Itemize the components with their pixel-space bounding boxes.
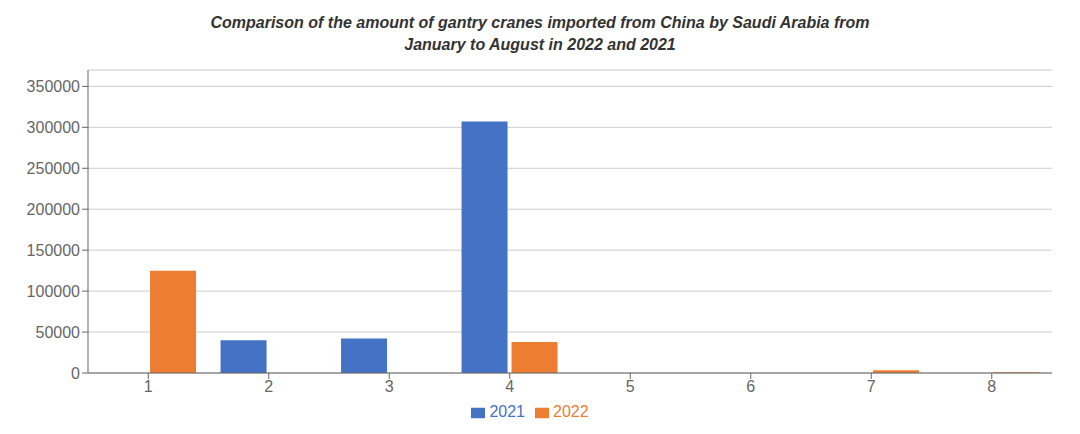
svg-text:2: 2 xyxy=(264,378,273,395)
html-text:2021: 2021 xyxy=(489,403,525,420)
svg-text:4: 4 xyxy=(505,378,514,395)
svg-text:100000: 100000 xyxy=(27,283,80,300)
svg-text:200000: 200000 xyxy=(27,201,80,218)
svg-text:0: 0 xyxy=(71,365,80,382)
svg-text:50000: 50000 xyxy=(36,324,81,341)
svg-text:5: 5 xyxy=(626,378,635,395)
svg-text:250000: 250000 xyxy=(27,160,80,177)
svg-text:350000: 350000 xyxy=(27,78,80,95)
svg-text:3: 3 xyxy=(385,378,394,395)
html-text:January to August in 2022 and: January to August in 2022 and 2021 xyxy=(404,36,676,53)
html-text:2022: 2022 xyxy=(553,403,589,420)
svg-text:7: 7 xyxy=(867,378,876,395)
svg-text:1: 1 xyxy=(144,378,153,395)
svg-text:300000: 300000 xyxy=(27,119,80,136)
html-text:Comparison of the amount of ga: Comparison of the amount of gantry crane… xyxy=(210,14,870,31)
svg-text:6: 6 xyxy=(746,378,755,395)
svg-text:150000: 150000 xyxy=(27,242,80,259)
svg-text:8: 8 xyxy=(987,378,996,395)
